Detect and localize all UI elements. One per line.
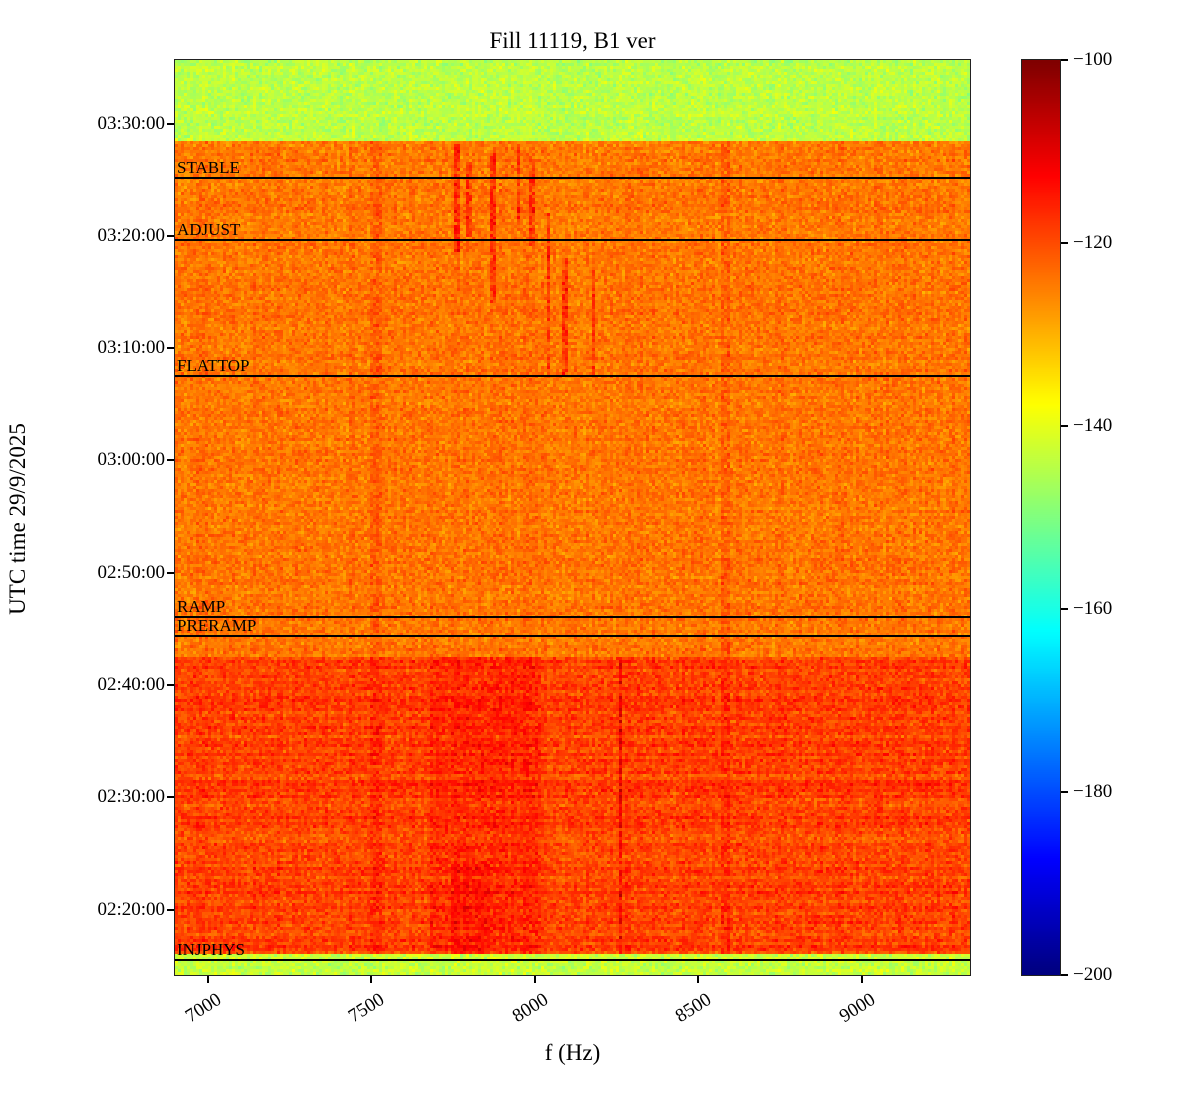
x-axis-label: f (Hz) <box>544 1040 601 1065</box>
colorbar-tick-mark <box>1061 791 1068 793</box>
beam-mode-line-stable <box>175 176 970 179</box>
x-tick-mark <box>861 976 864 983</box>
colorbar-gradient <box>1022 60 1060 975</box>
y-tick-label: 02:50:00 <box>97 561 165 583</box>
y-tick-label: 03:20:00 <box>97 224 165 246</box>
y-tick-label: 03:30:00 <box>97 112 165 134</box>
y-axis-label: UTC time 29/9/2025 <box>5 423 30 615</box>
beam-mode-label-injphys: INJPHYS <box>177 940 246 960</box>
x-tick-label: 7500 <box>345 989 389 1027</box>
beam-mode-label-ramp: RAMP <box>177 596 226 616</box>
colorbar-tick-mark <box>1061 425 1068 427</box>
beam-mode-line-ramp <box>175 615 970 618</box>
y-tick-mark <box>167 347 174 350</box>
x-tick-mark <box>370 976 373 983</box>
x-tick-mark <box>533 976 536 983</box>
beam-mode-line-flattop <box>175 375 970 378</box>
beam-mode-label-preramp: PRERAMP <box>177 616 257 636</box>
y-tick-mark <box>167 234 174 237</box>
colorbar-tick-mark <box>1061 242 1068 244</box>
chart-title: Fill 11119, B1 ver <box>489 28 656 53</box>
x-tick-label: 7000 <box>181 989 225 1027</box>
spectrogram-canvas <box>175 60 970 975</box>
x-tick-mark <box>206 976 209 983</box>
x-tick-mark <box>697 976 700 983</box>
y-tick-mark <box>167 796 174 799</box>
y-tick-label: 02:30:00 <box>97 786 165 808</box>
colorbar-tick-mark <box>1061 608 1068 610</box>
y-tick-label: 02:20:00 <box>97 898 165 920</box>
x-tick-label: 9000 <box>835 989 880 1027</box>
beam-mode-label-flattop: FLATTOP <box>177 356 250 376</box>
colorbar-tick-label: −200 <box>1073 964 1113 985</box>
y-tick-label: 03:10:00 <box>97 337 165 359</box>
y-tick-label: 02:40:00 <box>97 673 165 695</box>
colorbar-tick-mark <box>1061 59 1068 61</box>
y-tick-mark <box>167 908 174 911</box>
colorbar-tick-label: −100 <box>1073 49 1113 70</box>
beam-mode-line-preramp <box>175 635 970 638</box>
y-tick-mark <box>167 459 174 462</box>
beam-mode-label-stable: STABLE <box>177 157 240 177</box>
colorbar-tick-label: −140 <box>1073 415 1113 436</box>
x-tick-label: 8000 <box>508 989 553 1027</box>
x-tick-label: 8500 <box>672 989 716 1027</box>
colorbar-tick-mark <box>1061 974 1068 976</box>
colorbar-tick-label: −160 <box>1073 598 1113 619</box>
y-tick-mark <box>167 571 174 574</box>
colorbar-tick-label: −180 <box>1073 781 1113 802</box>
colorbar-tick-label: −120 <box>1073 232 1113 253</box>
colorbar <box>1021 59 1061 976</box>
beam-mode-label-adjust: ADJUST <box>177 219 241 239</box>
y-tick-mark <box>167 683 174 686</box>
beam-mode-line-injphys <box>175 959 970 962</box>
y-tick-label: 03:00:00 <box>97 449 165 471</box>
spectrogram-plot <box>174 59 971 976</box>
y-tick-mark <box>167 122 174 125</box>
beam-mode-line-adjust <box>175 238 970 241</box>
